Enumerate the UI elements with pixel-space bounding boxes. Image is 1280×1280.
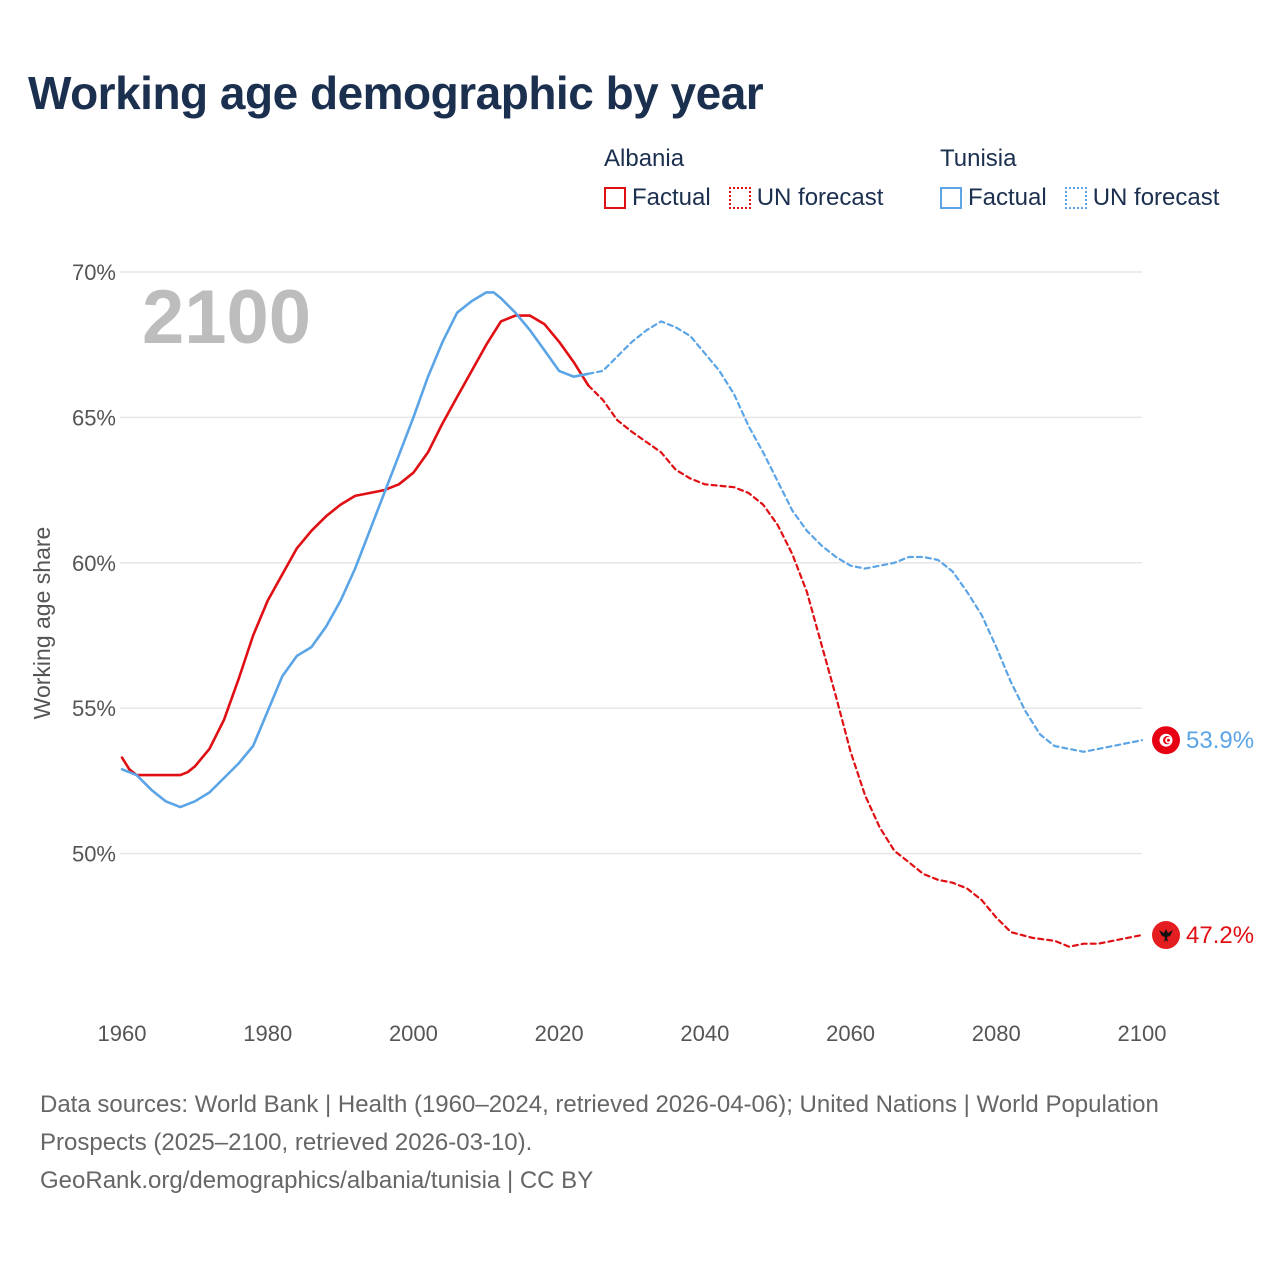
x-tick-label: 1980 (243, 1021, 292, 1046)
chart-title: Working age demographic by year (28, 67, 764, 119)
end-marker-tunisia: 53.9% (1152, 726, 1254, 755)
x-tick-label: 2060 (826, 1021, 875, 1046)
flag-star (1166, 738, 1170, 742)
series-line-albania-factual[interactable] (120, 314, 590, 777)
x-tick-label: 2000 (389, 1021, 438, 1046)
legend-label: UN forecast (756, 184, 884, 211)
x-tick-label: 2100 (1118, 1021, 1167, 1046)
current-year-label: 2100 (142, 275, 311, 360)
legend-label: Factual (632, 184, 711, 211)
legend-swatch-albania-factual (604, 187, 626, 209)
x-tick-label: 1960 (98, 1021, 147, 1046)
series-line-tunisia-forecast[interactable] (587, 320, 1144, 753)
y-tick-label: 60% (72, 551, 116, 576)
axis-layer: 50% 55% 60% 65% 70% 1960 1980 2000 2020 2040 2060 2… (29, 260, 1166, 1046)
legend-swatch-tunisia-forecast (1064, 187, 1087, 209)
end-marker-layer: 53.9% 47.2% (1152, 726, 1254, 950)
x-tick-label: 2040 (680, 1021, 729, 1046)
legend-swatch-tunisia-factual (940, 187, 962, 209)
legend-group-title: Tunisia (940, 145, 1017, 172)
end-value-label: 47.2% (1186, 922, 1254, 949)
series-line-tunisia-factual[interactable] (120, 291, 590, 809)
legend-group-tunisia: Tunisia Factual UN forecast (940, 144, 1219, 212)
legend-item-tunisia-forecast[interactable]: UN forecast (1064, 184, 1220, 212)
y-tick-label: 50% (72, 842, 116, 867)
legend-item-albania-forecast[interactable]: UN forecast (728, 184, 884, 212)
legend-swatch-albania-forecast (728, 187, 751, 209)
x-tick-label: 2020 (535, 1021, 584, 1046)
legend-item-tunisia-factual[interactable]: Factual (940, 184, 1047, 212)
x-tick-label: 2080 (972, 1021, 1021, 1046)
legend-label: Factual (968, 184, 1047, 211)
line-chart: 2100 50% 55% 60% 65% 70% 1960 1980 2000 2020 2040… (29, 260, 1254, 1046)
legend-group-albania: Albania Factual UN forecast (604, 144, 883, 212)
y-tick-label: 55% (72, 696, 116, 721)
legend-item-albania-factual[interactable]: Factual (604, 184, 711, 212)
end-value-label: 53.9% (1186, 727, 1254, 754)
y-axis-label: Working age share (29, 527, 55, 720)
legend-group-title: Albania (604, 145, 685, 172)
legend-label: UN forecast (1092, 184, 1220, 211)
series-line-albania-forecast[interactable] (587, 384, 1144, 948)
y-tick-label: 70% (72, 260, 116, 285)
sources-text: Data sources: World Bank | Health (1960–… (40, 1091, 1159, 1156)
license-link[interactable]: GeoRank.org/demographics/albania/tunisia… (40, 1167, 594, 1194)
y-tick-label: 65% (72, 405, 116, 430)
flag-eagle (1159, 929, 1173, 943)
data-sources: Data sources: World Bank | Health (1960–… (40, 1086, 1220, 1200)
grid-layer (120, 271, 1142, 855)
end-marker-albania: 47.2% (1152, 921, 1254, 950)
series-layer (120, 291, 1144, 948)
